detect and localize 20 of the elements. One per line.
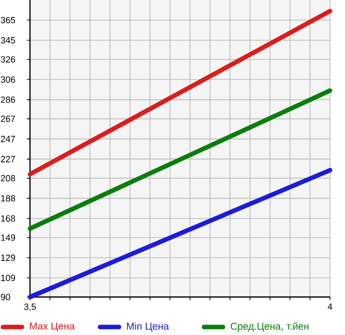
y-tick-label: 286 [0,96,16,103]
y-tick-label: 129 [1,254,16,261]
y-tick-label: 345 [0,37,16,44]
legend-label: Max Цена [30,322,75,332]
x-tick-label: 4 [328,304,332,310]
y-tick-label: 168 [1,215,16,222]
y-tick-label: 326 [0,56,16,63]
y-tick-label: 208 [0,175,16,182]
y-tick-label: 188 [1,195,16,202]
y-tick-label: 267 [0,116,16,122]
y-tick-label: 90 [0,294,10,300]
y-tick-label: 365 [0,16,16,24]
y-tick-label: 149 [1,234,16,241]
legend-label: Min Цена [127,322,169,332]
y-tick-label: 109 [1,274,16,282]
legend-label: Сред.Цена, т.йен [230,322,308,332]
y-tick-label: 227 [0,156,16,162]
x-tick-label: 3,5 [24,304,36,311]
y-tick-label: 247 [0,136,16,142]
y-tick-label: 306 [0,76,16,83]
